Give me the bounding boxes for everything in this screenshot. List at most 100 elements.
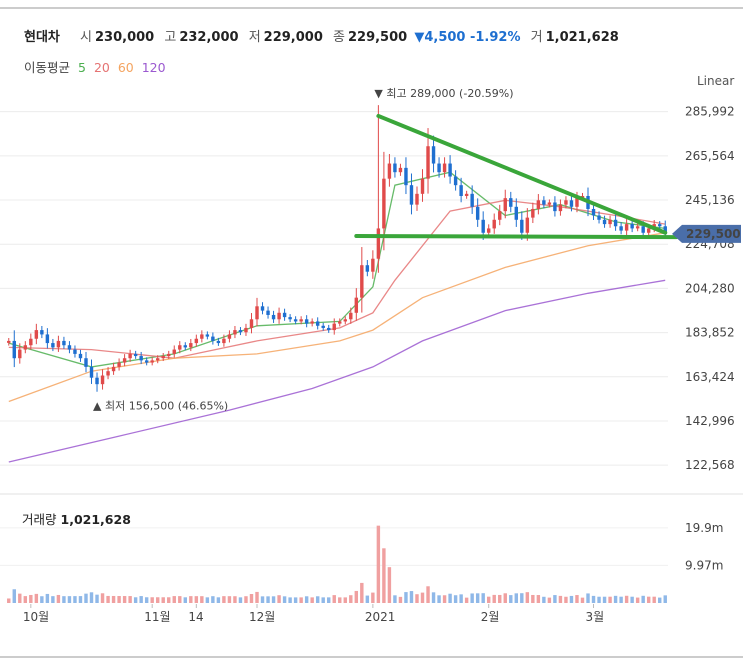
- volume-bar: [486, 596, 491, 603]
- volume-bar: [503, 593, 507, 603]
- candle-body: [299, 319, 303, 322]
- annotations: ▼ 최고 289,000 (-20.59%) ▲ 최저 156,500 (46.…: [93, 87, 514, 413]
- candle-body: [200, 334, 204, 339]
- volume-bar: [498, 594, 502, 603]
- volume-bar: [509, 595, 513, 603]
- volume-bar: [133, 597, 138, 603]
- volume-bar: [321, 597, 325, 603]
- candle-body: [453, 176, 458, 186]
- volume-bar: [34, 593, 39, 603]
- volume-tick-label: 19.9m: [685, 521, 723, 535]
- candle-body: [260, 306, 265, 311]
- volume-bar: [624, 595, 629, 603]
- candle-body: [155, 358, 160, 361]
- low-annotation: ▲ 최저 156,500 (46.65%): [93, 400, 228, 413]
- candle-body: [602, 219, 607, 225]
- volume-panel-title: 거래량 1,021,628: [22, 509, 131, 528]
- volume-bar: [227, 596, 232, 603]
- volume-bar: [249, 594, 254, 603]
- ma-legend-120[interactable]: 120: [141, 60, 166, 75]
- price-axis: 122,568142,996163,424183,852204,280224,7…: [685, 105, 735, 472]
- candle-body: [360, 265, 364, 298]
- volume-bar: [343, 597, 347, 603]
- volume-bar: [161, 597, 165, 603]
- candle-body: [84, 358, 88, 367]
- volume-bar: [635, 597, 640, 603]
- ma-legend-20[interactable]: 20: [93, 60, 110, 75]
- volume-bars: [0, 525, 668, 603]
- high-annotation: ▼ 최고 289,000 (-20.59%): [374, 87, 513, 100]
- candle-body: [133, 353, 138, 357]
- candle-body: [211, 336, 215, 341]
- volume-bar: [155, 597, 160, 603]
- volume-bar: [23, 596, 28, 603]
- volume-bar: [459, 594, 463, 603]
- y-tick-label: 245,136: [685, 193, 735, 207]
- ma-legend-5[interactable]: 5: [78, 60, 86, 75]
- volume-bar: [122, 596, 127, 603]
- volume-bar: [338, 597, 342, 603]
- candle-body: [189, 343, 193, 348]
- candle-body: [310, 321, 314, 324]
- volume-bar: [244, 596, 248, 603]
- candle-body: [575, 198, 579, 207]
- candle-body: [40, 330, 44, 335]
- candle-body: [167, 353, 171, 357]
- x-tick-label: 3월: [586, 610, 605, 624]
- volume-bar: [360, 582, 364, 603]
- ma-line-20: [8, 199, 666, 359]
- candle-body: [122, 358, 127, 363]
- candle-body: [89, 366, 94, 378]
- open-label: 시: [80, 30, 92, 45]
- volume-bar: [602, 596, 607, 603]
- volume-bar: [111, 595, 116, 603]
- stock-name: 현대차: [24, 30, 60, 45]
- volume-bar: [520, 593, 524, 603]
- volume-bar: [299, 597, 303, 603]
- scale-toggle[interactable]: Linear: [697, 74, 735, 88]
- x-tick-label: 10월: [23, 610, 49, 624]
- candle-body: [95, 377, 99, 385]
- trendline: [354, 234, 679, 240]
- candle-body: [404, 167, 408, 186]
- candle-body: [635, 226, 640, 229]
- volume-bar: [144, 597, 149, 603]
- volume-bar: [575, 595, 579, 603]
- volume-bar: [139, 596, 143, 603]
- volume-bar: [40, 596, 44, 603]
- ma-legend-60[interactable]: 60: [117, 60, 134, 75]
- volume-bar: [376, 525, 381, 603]
- volume-bar: [564, 596, 568, 603]
- candle-body: [569, 200, 574, 207]
- candle-body: [321, 325, 325, 328]
- volume-label: 거: [530, 30, 543, 45]
- close-label: 종: [333, 30, 345, 45]
- volume-bar: [470, 593, 474, 603]
- candle-body: [233, 330, 237, 335]
- candle-body: [117, 362, 121, 367]
- price-grid: [0, 7, 743, 658]
- candle-body: [564, 200, 568, 205]
- candle-body: [371, 258, 375, 272]
- candle-body: [658, 224, 662, 227]
- candle-body: [271, 314, 276, 320]
- x-tick-label: 2021: [365, 610, 396, 624]
- volume-bar: [393, 595, 397, 603]
- candle-body: [150, 360, 154, 363]
- candle-body: [641, 226, 645, 233]
- moving-average-legend: 이동평균 5 20 60 120: [24, 57, 170, 76]
- candle-body: [194, 338, 199, 344]
- candle-body: [144, 360, 149, 363]
- volume-axis: 9.97m 19.9m: [685, 521, 723, 572]
- volume-bar: [172, 596, 176, 603]
- volume-bar: [222, 596, 226, 603]
- ma-legend-label: 이동평균: [24, 60, 71, 75]
- volume-bar: [45, 593, 50, 603]
- candle-body: [486, 228, 491, 233]
- volume-bar: [630, 596, 634, 603]
- volume-bar: [29, 594, 33, 603]
- candle-body: [172, 349, 176, 354]
- time-axis: 10월 11월 14 12월 2021 2월 3월: [23, 610, 604, 624]
- volume-bar: [415, 594, 419, 603]
